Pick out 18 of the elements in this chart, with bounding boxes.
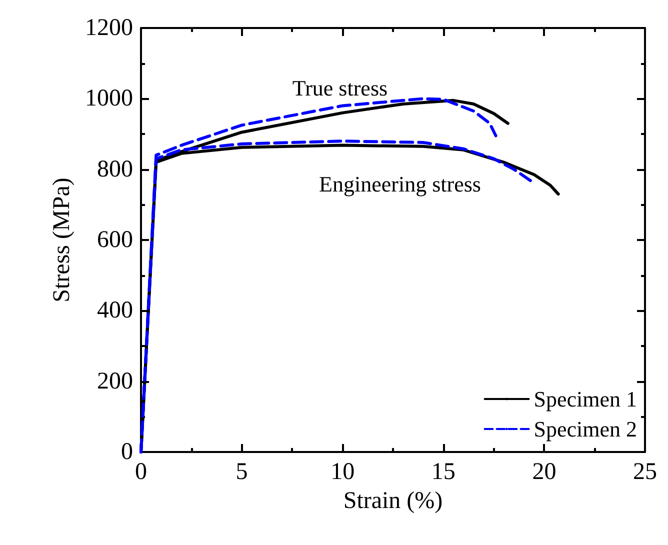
annotation: Engineering stress xyxy=(319,172,481,196)
y-axis-title: Stress (MPa) xyxy=(49,178,76,302)
x-tick-label: 20 xyxy=(532,459,556,485)
y-tick-label: 200 xyxy=(97,368,133,394)
y-tick-label: 1000 xyxy=(85,86,133,112)
x-tick-label: 10 xyxy=(330,459,355,485)
y-tick-label: 400 xyxy=(97,298,133,324)
annotation: True stress xyxy=(292,76,388,100)
x-axis-title: Strain (%) xyxy=(343,488,443,514)
y-tick-label: 800 xyxy=(97,156,133,182)
y-tick-label: 1200 xyxy=(85,15,133,41)
legend-label: Specimen 2 xyxy=(534,416,638,442)
y-tick-label: 600 xyxy=(97,227,133,253)
y-tick-label: 0 xyxy=(121,439,133,465)
legend-label: Specimen 1 xyxy=(534,386,638,412)
x-tick-label: 15 xyxy=(431,459,456,485)
x-tick-label: 25 xyxy=(633,459,657,485)
x-tick-label: 5 xyxy=(236,459,248,485)
